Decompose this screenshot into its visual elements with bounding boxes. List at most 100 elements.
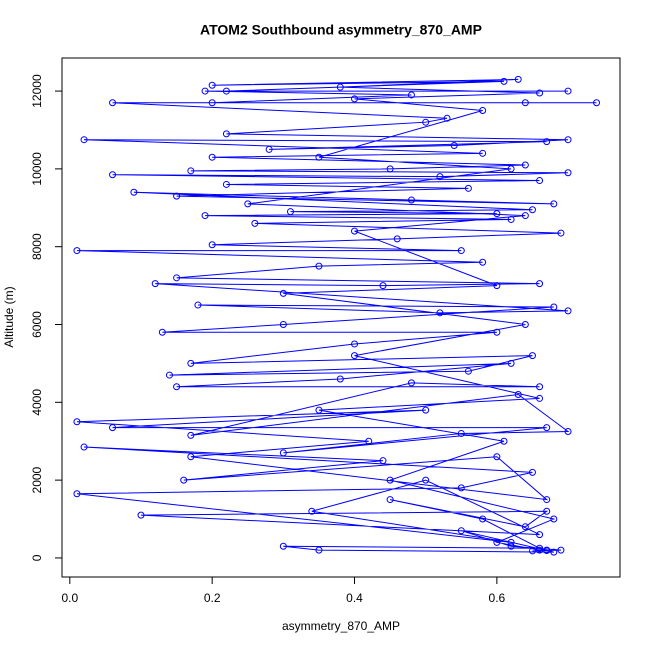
data-point — [507, 538, 515, 546]
data-point — [564, 427, 572, 435]
data-point — [407, 91, 415, 99]
data-point — [158, 328, 166, 336]
data-point — [308, 507, 316, 515]
data-point — [222, 87, 230, 95]
data-point — [73, 490, 81, 498]
data-point — [500, 437, 508, 445]
data-point — [528, 468, 536, 476]
data-point — [265, 145, 273, 153]
data-point — [386, 496, 394, 504]
data-point — [479, 107, 487, 115]
data-point — [550, 200, 558, 208]
data-point — [315, 262, 323, 270]
data-point — [528, 206, 536, 214]
data-point — [564, 136, 572, 144]
data-point — [407, 379, 415, 387]
data-point — [479, 515, 487, 523]
data-point — [379, 457, 387, 465]
data-point — [80, 136, 88, 144]
data-point — [187, 453, 195, 461]
data-point — [564, 169, 572, 177]
data-point — [187, 431, 195, 439]
data-point — [187, 167, 195, 175]
data-point — [315, 406, 323, 414]
data-point — [351, 340, 359, 348]
data-point — [351, 95, 359, 103]
y-tick-label: 8000 — [30, 233, 44, 260]
data-point — [436, 309, 444, 317]
data-point — [536, 544, 544, 552]
x-tick-label: 0.2 — [204, 591, 221, 605]
data-point — [365, 437, 373, 445]
y-tick-label: 0 — [30, 554, 44, 561]
data-point — [279, 542, 287, 550]
data-point — [536, 89, 544, 97]
data-point — [521, 523, 529, 531]
data-point — [507, 542, 515, 550]
data-point — [407, 196, 415, 204]
x-tick-label: 0.6 — [489, 591, 506, 605]
data-point — [351, 352, 359, 360]
data-line — [76, 78, 597, 553]
data-point — [279, 321, 287, 329]
data-point — [493, 328, 501, 336]
y-tick-label: 2000 — [30, 466, 44, 493]
data-point — [173, 383, 181, 391]
data-point — [443, 114, 451, 122]
data-point — [109, 171, 117, 179]
data-point — [393, 235, 401, 243]
data-point — [73, 247, 81, 255]
data-point — [422, 118, 430, 126]
data-point — [500, 77, 508, 85]
data-point — [550, 303, 558, 311]
data-point — [336, 375, 344, 383]
data-point — [244, 200, 252, 208]
data-point — [479, 258, 487, 266]
data-point — [208, 81, 216, 89]
data-point — [165, 371, 173, 379]
data-point — [180, 476, 188, 484]
data-point — [386, 476, 394, 484]
data-point — [493, 538, 501, 546]
data-point — [201, 87, 209, 95]
data-point — [479, 149, 487, 157]
data-point — [151, 280, 159, 288]
data-point — [315, 153, 323, 161]
data-point — [222, 180, 230, 188]
x-tick-label: 0.4 — [346, 591, 363, 605]
data-point — [80, 443, 88, 451]
data-point — [543, 507, 551, 515]
data-point — [493, 453, 501, 461]
data-point — [279, 449, 287, 457]
data-point — [109, 424, 117, 432]
data-point — [109, 99, 117, 107]
data-point — [251, 219, 259, 227]
data-point — [130, 188, 138, 196]
data-point — [457, 429, 465, 437]
data-point — [593, 99, 601, 107]
chart-title: ATOM2 Southbound asymmetry_870_AMP — [200, 22, 482, 38]
data-point — [536, 394, 544, 402]
data-point — [528, 547, 536, 555]
data-point — [422, 476, 430, 484]
y-tick-label: 6000 — [30, 311, 44, 338]
y-axis-label: Altitude (m) — [2, 286, 16, 347]
x-axis-label: asymmetry_870_AMP — [282, 619, 400, 633]
data-point — [208, 153, 216, 161]
data-point — [543, 496, 551, 504]
data-point — [201, 212, 209, 220]
y-tick-label: 4000 — [30, 389, 44, 416]
data-point — [315, 546, 323, 554]
data-point — [279, 289, 287, 297]
data-point — [521, 99, 529, 107]
data-point — [208, 99, 216, 107]
data-point — [493, 210, 501, 218]
data-point — [514, 391, 522, 399]
data-point — [457, 247, 465, 255]
data-point — [536, 177, 544, 185]
data-point — [137, 511, 145, 519]
data-point — [457, 527, 465, 535]
data-point — [386, 165, 394, 173]
